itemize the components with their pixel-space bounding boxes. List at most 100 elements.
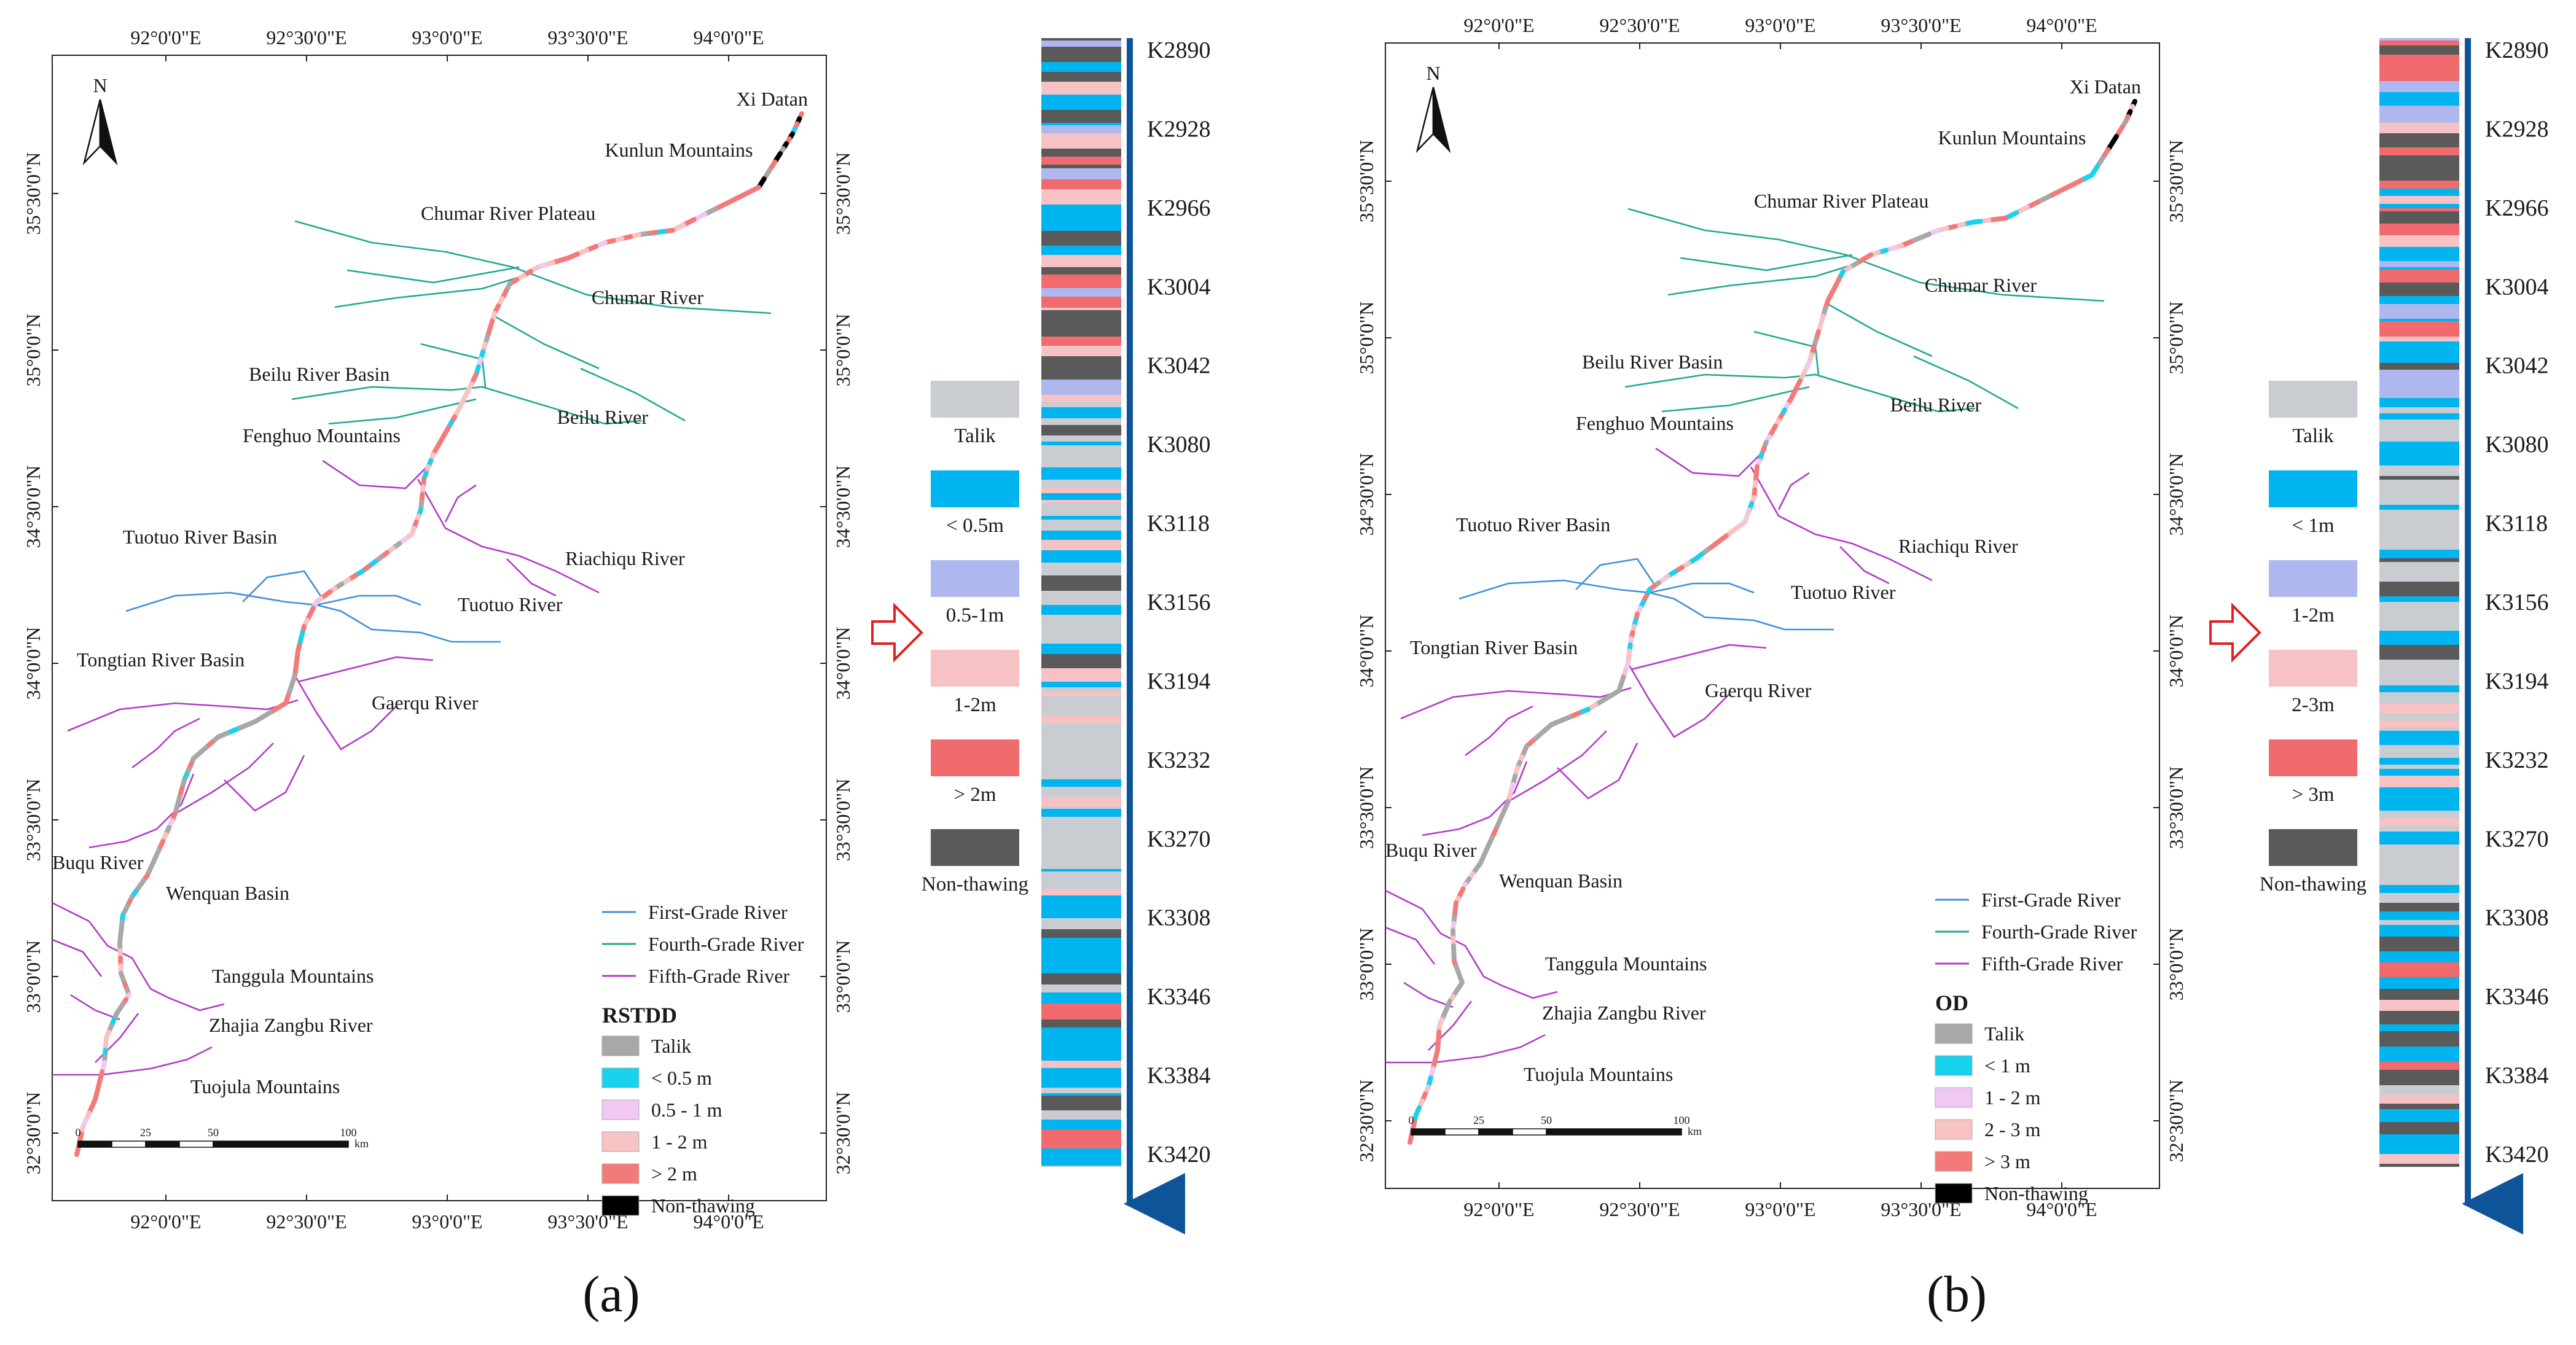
place-label: Beilu River: [557, 406, 649, 428]
mileage-label: K3004: [2485, 274, 2548, 300]
strip-legend: Talik < 0.5m 0.5-1m 1-2m > 2m Non-thawing: [922, 381, 1028, 895]
lon-label-bottom: 92°30'0"E: [1599, 1198, 1680, 1220]
strip-band: [2379, 247, 2459, 261]
mileage-label: K3042: [1147, 353, 1210, 379]
river-line: [1557, 743, 1638, 800]
strip-band: [1041, 407, 1121, 418]
strip-band: [2379, 665, 2459, 676]
strip-band: [2379, 951, 2459, 954]
mileage-strip: K2890 K2928 K2966 K3004 K3042 K3080 K3118 K3156…: [1041, 37, 1210, 1234]
legend-swatch: [1935, 1023, 1973, 1044]
strip-band: [2379, 1104, 2459, 1109]
scale-segment: [111, 1140, 146, 1148]
strip-band: [1041, 540, 1121, 550]
legend-swatch: [1935, 1151, 1973, 1172]
mileage-label: K3194: [1147, 668, 1210, 694]
place-label: Xi Datan: [737, 88, 808, 110]
legend-swatch: [2269, 560, 2357, 597]
lon-label-bottom: 93°0'0"E: [412, 1210, 482, 1233]
strip-band: [1041, 1148, 1121, 1160]
place-label: Buqu River: [52, 851, 144, 873]
strip-band: [1041, 692, 1121, 696]
scale-tick-label: 100: [340, 1126, 357, 1139]
strip-band: [2379, 983, 2459, 989]
strip-band: [1041, 72, 1121, 82]
scale-segment: [1546, 1128, 1682, 1136]
map-panel: 92°0'0"E 92°0'0"E 92°30'0"E 92°30'0"E 93°0'0…: [1355, 14, 2187, 1220]
strip-band: [2379, 550, 2459, 558]
strip-band: [1041, 1074, 1121, 1081]
mileage-strip: K2890 K2928 K2966 K3004 K3042 K3080 K3118 K3156…: [2379, 37, 2548, 1234]
lat-label-right: 32°30'0"N: [832, 1092, 854, 1175]
strip-band: [2379, 456, 2459, 466]
strip-band: [2379, 685, 2459, 692]
legend-label: > 3 m: [1984, 1150, 2030, 1172]
legend-title: OD: [1935, 991, 1968, 1015]
scale-tick-label: 0: [1409, 1114, 1414, 1126]
strip-band: [2379, 727, 2459, 731]
strip-band: [1041, 1019, 1121, 1027]
lat-label-right: 33°0'0"N: [832, 940, 854, 1013]
strip-band: [2379, 321, 2459, 337]
strip-band: [2379, 925, 2459, 929]
strip-band: [1041, 41, 1121, 47]
strip-band: [2379, 745, 2459, 758]
strip-band: [1041, 425, 1121, 435]
legend-label: Fifth-Grade River: [648, 965, 790, 987]
strip-band: [1041, 1120, 1121, 1129]
strip-band: [2379, 419, 2459, 428]
strip-band: [2379, 660, 2459, 665]
legend-swatch: [601, 1195, 640, 1216]
legend-swatch: [1935, 1183, 1973, 1204]
place-label: Zhajia Zangbu River: [1542, 1002, 1706, 1024]
place-label: Fenghuo Mountains: [243, 424, 401, 446]
strip-band: [2379, 189, 2459, 196]
strip-band: [1041, 992, 1121, 1004]
place-label: Chumar River: [592, 286, 704, 308]
legend-label: 1 - 2 m: [651, 1131, 708, 1153]
strip-band: [2379, 70, 2459, 81]
lat-label-right: 35°0'0"N: [2165, 302, 2187, 375]
strip-band: [1041, 349, 1121, 356]
strip-band: [2379, 1024, 2459, 1031]
river-line: [1465, 705, 1533, 757]
mileage-label: K3420: [2485, 1142, 2548, 1168]
strip-band: [2379, 1022, 2459, 1024]
legend-swatch: [931, 739, 1019, 776]
river-line: [506, 558, 557, 597]
strip-band: [1041, 516, 1121, 520]
mileage-label: K2890: [1147, 37, 1210, 63]
legend-label: 1-2m: [2292, 604, 2335, 626]
strip-band: [2379, 239, 2459, 247]
place-label: Kunlun Mountains: [605, 139, 753, 161]
strip-band: [2379, 609, 2459, 621]
strip-band: [1041, 715, 1121, 723]
river-line: [242, 570, 324, 602]
lat-label-right: 33°30'0"N: [832, 779, 854, 862]
strip-band: [1041, 749, 1121, 764]
strip-band: [1041, 632, 1121, 644]
strip-band: [1041, 1093, 1121, 1096]
strip-band: [1041, 418, 1121, 425]
strip-band: [2379, 337, 2459, 341]
legend-label: Non-thawing: [651, 1195, 755, 1217]
scale-tick-label: 25: [1473, 1114, 1484, 1126]
value-legend: OD Talik < 1 m 1 - 2 m 2 - 3 m > 3 m Non-thawi…: [1935, 991, 2088, 1204]
legend-label: Talik: [651, 1035, 691, 1057]
place-label: Tuojula Mountains: [1524, 1063, 1673, 1085]
scale-tick-label: 0: [76, 1126, 81, 1139]
strip-band: [2379, 398, 2459, 407]
mileage-label: K3080: [1147, 432, 1210, 458]
river-line: [580, 367, 686, 422]
strip-band: [2379, 81, 2459, 92]
strip-band: [1041, 62, 1121, 72]
strip-band: [2379, 494, 2459, 505]
legend-label: First-Grade River: [1981, 889, 2121, 911]
strip-band: [1041, 787, 1121, 792]
strip-band: [1041, 493, 1121, 500]
strip-band: [2379, 1062, 2459, 1070]
river-line: [291, 386, 643, 425]
strip-band: [2379, 903, 2459, 911]
strip-band: [2379, 676, 2459, 685]
